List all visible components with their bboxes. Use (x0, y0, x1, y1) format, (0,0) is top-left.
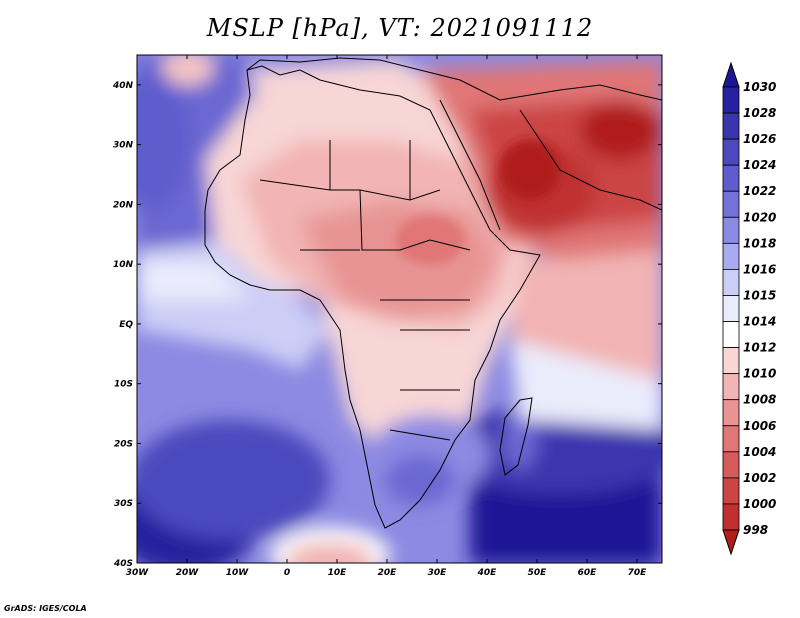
colorbar-label: 1018 (743, 236, 776, 250)
lat-label: EQ (119, 320, 133, 330)
colorbar-label: 1014 (743, 315, 776, 329)
lat-label: 10S (114, 380, 133, 390)
credit-text: GrADS: IGES/COLA (4, 604, 87, 613)
lon-label: 30W (126, 568, 150, 578)
lat-label: 10N (113, 260, 134, 270)
colorbar-band (722, 138, 740, 166)
lon-label: 10W (226, 568, 250, 578)
colorbar-band (722, 477, 740, 505)
colorbar-band (722, 269, 740, 296)
colorbar-band (722, 451, 740, 479)
colorbar-top-triangle (722, 61, 740, 88)
colorbar-label: 1004 (743, 445, 776, 459)
colorbar-label: 1020 (743, 210, 776, 224)
colorbar-band (722, 321, 740, 348)
colorbar-band (722, 164, 740, 192)
colorbar-label: 1008 (743, 393, 776, 407)
coastlines (204, 57, 662, 529)
lat-label: 20N (113, 200, 134, 210)
colorbar-label: 1028 (743, 106, 776, 120)
lat-label: 20S (114, 439, 133, 449)
lat-label: 30N (113, 141, 134, 151)
lon-label: 60E (578, 568, 598, 578)
lon-label: 10E (328, 568, 348, 578)
lon-label: 40E (477, 568, 498, 578)
lon-label: 20W (176, 568, 200, 578)
lon-label: 30E (428, 568, 448, 578)
colorbar-label: 1012 (743, 341, 776, 355)
map-title: MSLP [hPa], VT: 2021091112 (206, 14, 594, 42)
colorbar-label: 1015 (743, 288, 776, 302)
colorbar-label: 1030 (743, 80, 776, 94)
colorbar-band (722, 399, 740, 427)
colorbar-band (722, 503, 740, 531)
pressure-field (137, 55, 662, 563)
colorbar-label: 1002 (743, 471, 776, 485)
colorbar-band (722, 425, 740, 453)
colorbar-band (722, 216, 740, 244)
colorbar-band (722, 112, 740, 140)
axis-ticks (136, 55, 662, 564)
colorbar-label: 1000 (743, 497, 776, 511)
colorbar-band (722, 242, 740, 270)
colorbar-label: 1016 (743, 262, 776, 276)
colorbar-band (722, 373, 740, 401)
lon-label: 70E (628, 568, 648, 578)
lat-label: 40N (112, 81, 134, 91)
colorbar-band (722, 347, 740, 375)
map-frame (136, 54, 663, 564)
colorbar-label: 1026 (743, 132, 776, 146)
lon-label: 20E (378, 568, 398, 578)
colorbar-label: 1024 (743, 158, 776, 172)
lon-label: 0 (284, 568, 290, 578)
latitude-labels: 40N 30N 20N 10N EQ 10S 20S 30S 40S (112, 81, 134, 569)
colorbar-band (722, 295, 740, 322)
colorbar: 1030 1028 1026 1024 1022 1020 1018 1016 1015 1014… (722, 61, 776, 556)
colorbar-label: 1022 (743, 184, 776, 198)
lat-label: 30S (114, 499, 133, 509)
lat-label: 40S (113, 559, 133, 569)
colorbar-label: 1010 (743, 367, 776, 381)
colorbar-label: 1006 (743, 419, 776, 433)
colorbar-band (722, 190, 740, 218)
longitude-labels: 30W 20W 10W 0 10E 20E 30E 40E 50E 60E 70E (126, 568, 647, 578)
lon-label: 50E (528, 568, 548, 578)
colorbar-label: 998 (743, 523, 768, 537)
colorbar-band (722, 86, 740, 114)
colorbar-bottom-triangle (722, 529, 740, 556)
